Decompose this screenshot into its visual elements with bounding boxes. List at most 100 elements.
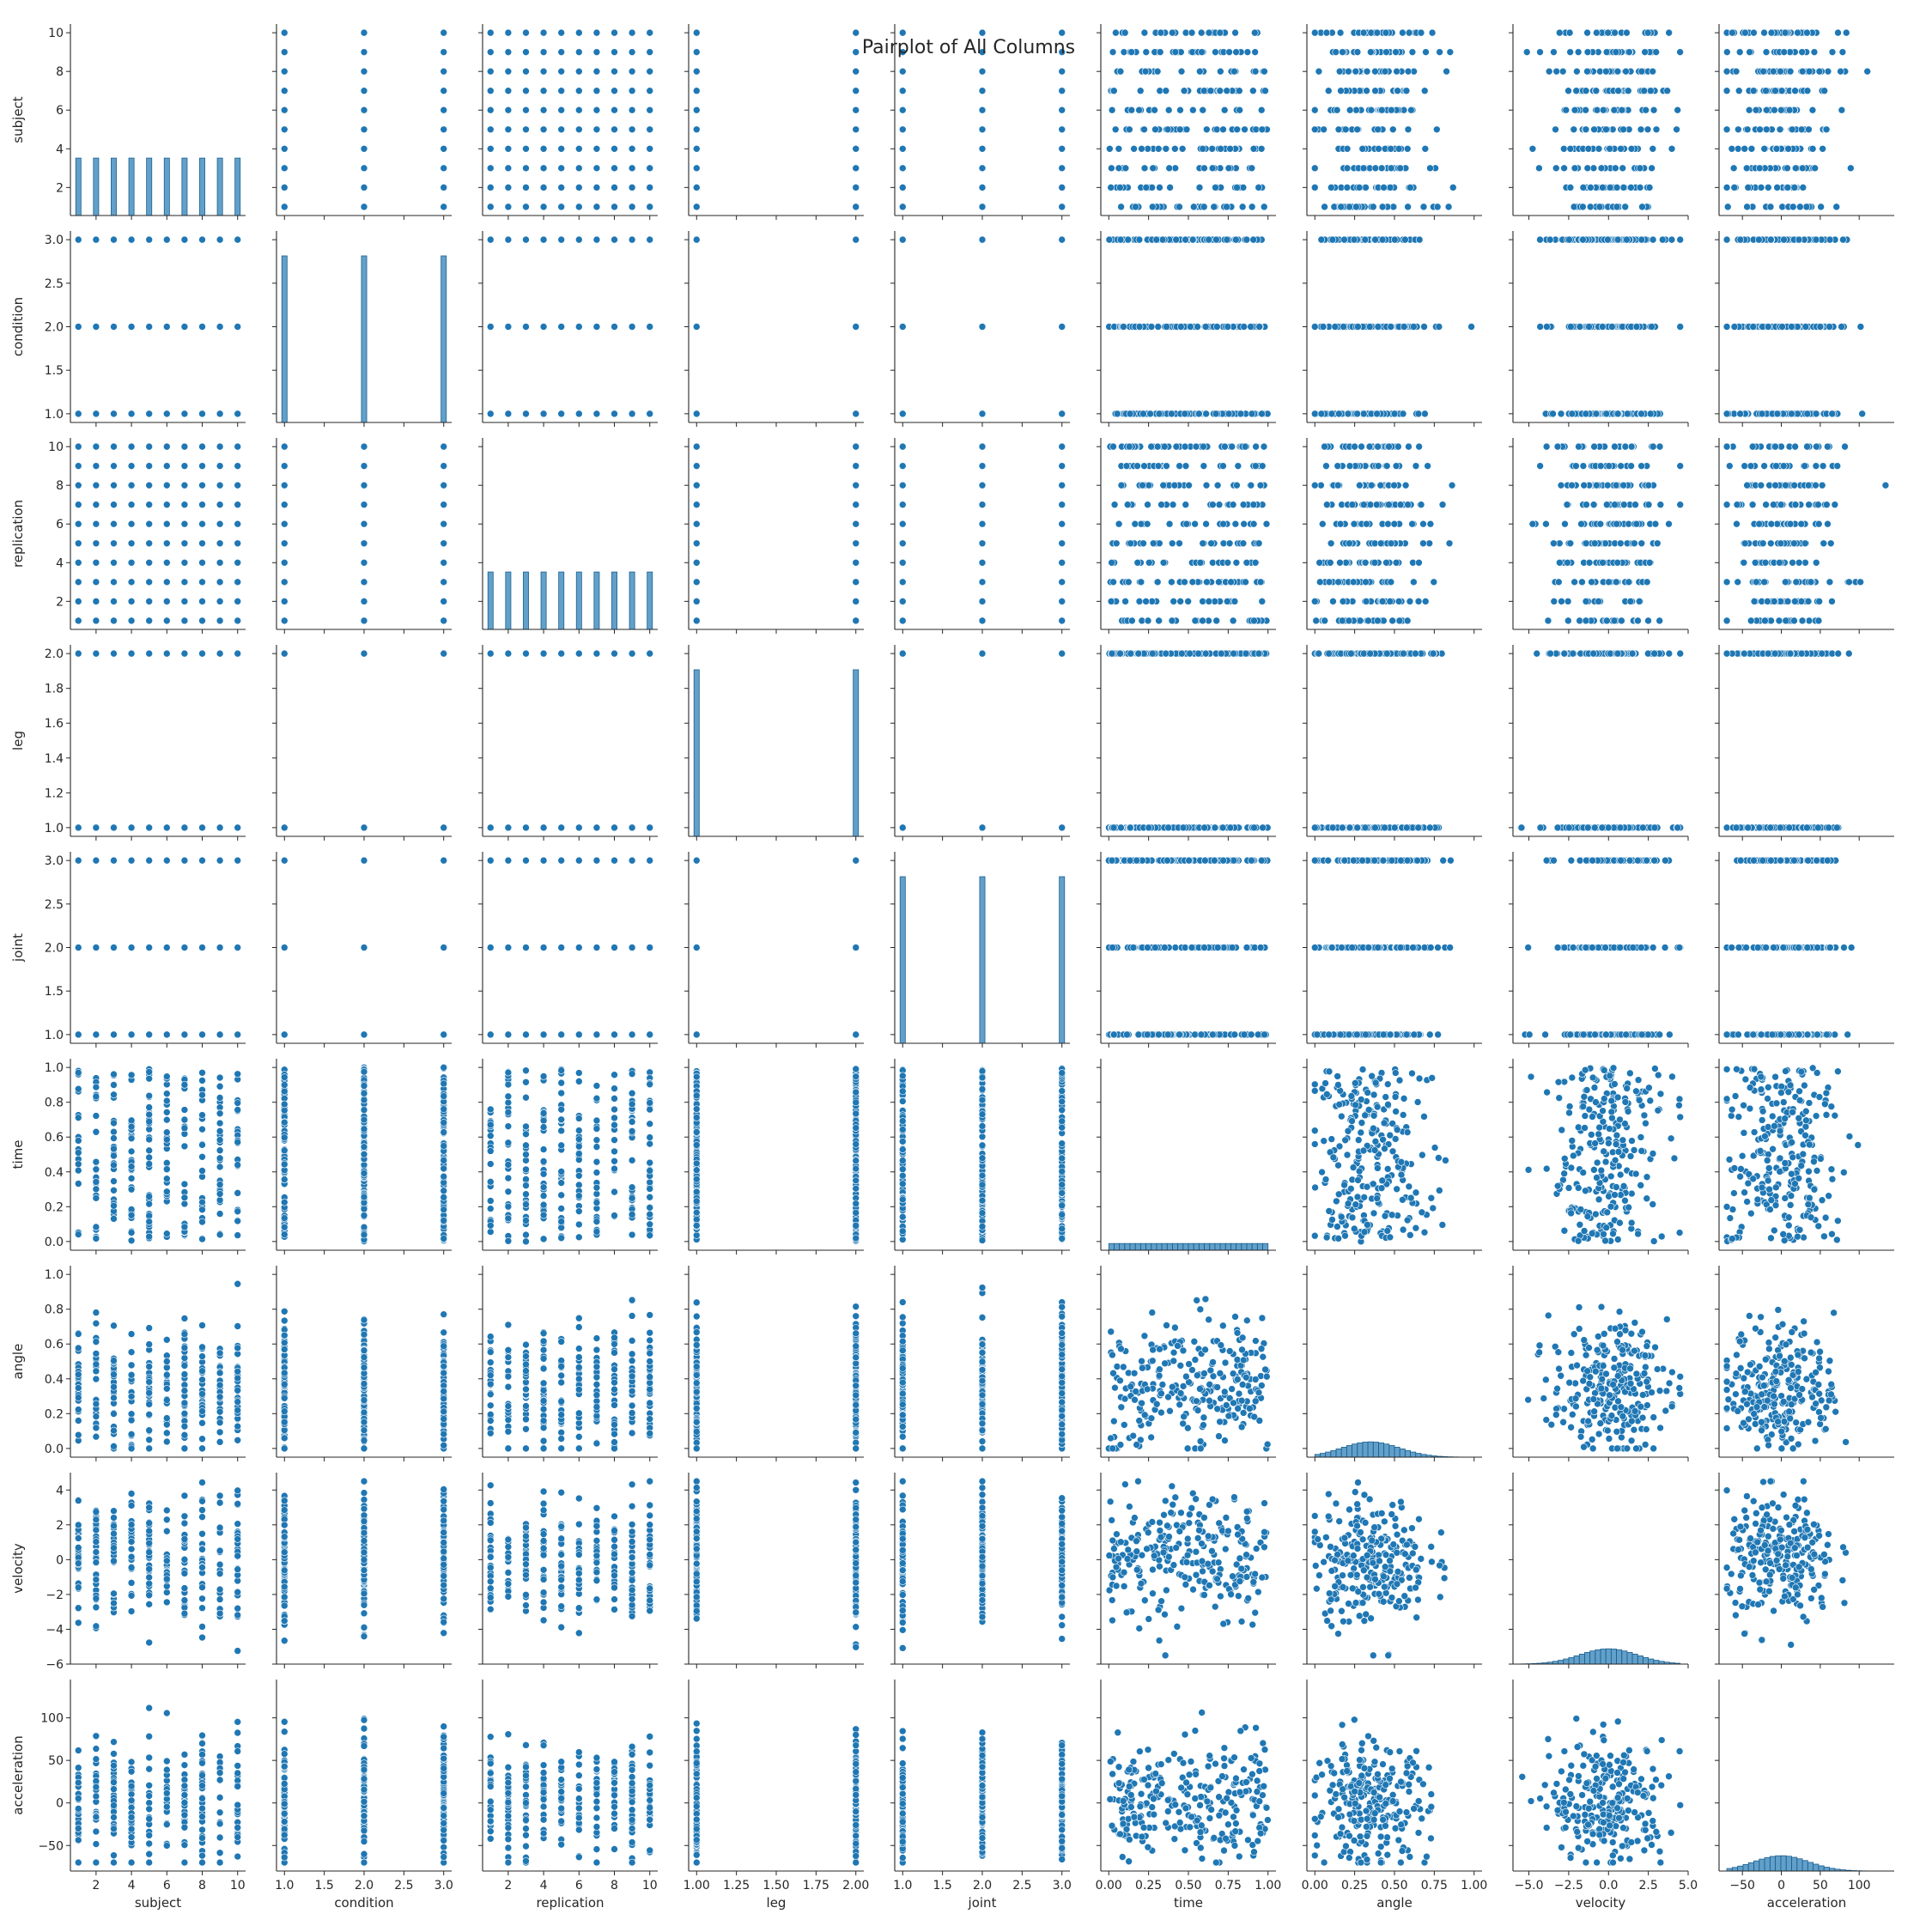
scatter-point (1560, 144, 1568, 153)
scatter-point (1187, 323, 1194, 331)
scatter-point (92, 617, 100, 625)
scatter-point (1790, 617, 1798, 625)
scatter-point (1792, 164, 1800, 173)
scatter-point (852, 442, 860, 451)
histogram-bar (693, 669, 700, 837)
scatter-point (575, 28, 583, 37)
scatter-point (1257, 106, 1266, 114)
scatter-point (692, 323, 701, 331)
scatter-point (280, 462, 289, 470)
scatter-point (539, 823, 548, 832)
scatter-point (92, 578, 100, 586)
scatter-point (1584, 144, 1593, 153)
scatter-point (592, 235, 601, 244)
scatter-point (1154, 144, 1163, 153)
scatter-point (145, 410, 153, 418)
scatter-point (198, 501, 206, 509)
scatter-point (539, 410, 548, 418)
scatter-point (1765, 184, 1772, 191)
scatter-point (1788, 125, 1796, 134)
scatter-point (1159, 558, 1168, 567)
scatter-point (1359, 28, 1368, 37)
scatter-point (1387, 578, 1395, 586)
scatter-point (1345, 67, 1352, 76)
scatter-point (1206, 87, 1215, 95)
scatter-point (1348, 501, 1357, 509)
scatter-point (1327, 184, 1335, 191)
histogram-bar (234, 157, 241, 216)
scatter-point (360, 578, 368, 586)
scatter-point (1213, 481, 1222, 489)
scatter-point (1148, 649, 1157, 658)
scatter-point (1780, 235, 1788, 244)
scatter-point (1628, 649, 1637, 658)
scatter-point (1749, 87, 1758, 95)
scatter-point (1343, 144, 1352, 153)
scatter-point (1126, 410, 1134, 418)
panel-replication-vs-replication (478, 438, 658, 634)
scatter-point (1249, 144, 1258, 153)
scatter-point (1613, 558, 1622, 567)
scatter-point (1233, 481, 1241, 489)
scatter-point (1637, 539, 1646, 548)
scatter-point (1552, 125, 1559, 134)
histogram-bar (281, 255, 288, 423)
scatter-point (1239, 539, 1248, 548)
scatter-point (1743, 125, 1752, 134)
scatter-point (1153, 442, 1162, 451)
scatter-point (1564, 617, 1572, 625)
scatter-point (1443, 67, 1450, 76)
scatter-point (898, 410, 907, 418)
scatter-point (1163, 125, 1172, 134)
scatter-point (1223, 598, 1231, 605)
scatter-point (611, 144, 618, 153)
scatter-point (1378, 235, 1387, 244)
scatter-point (1668, 235, 1676, 244)
scatter-point (1782, 578, 1789, 586)
y-tick-label: 1.4 (45, 752, 64, 766)
scatter-point (198, 481, 206, 489)
scatter-point (1123, 501, 1132, 509)
scatter-point (1424, 462, 1431, 470)
scatter-point (198, 617, 206, 625)
scatter-point (1120, 323, 1127, 331)
scatter-point (1557, 481, 1565, 489)
scatter-point (1746, 48, 1753, 56)
scatter-point (1593, 106, 1601, 114)
scatter-point (1258, 410, 1266, 418)
scatter-point (978, 144, 987, 153)
scatter-point (1259, 823, 1267, 832)
scatter-point (1644, 481, 1653, 489)
scatter-point (1757, 481, 1765, 489)
scatter-point (180, 235, 189, 244)
scatter-point (592, 410, 601, 418)
scatter-point (1828, 410, 1837, 418)
scatter-point (1649, 235, 1657, 244)
scatter-point (1323, 501, 1331, 509)
scatter-point (1414, 823, 1423, 832)
scatter-point (646, 67, 654, 76)
scatter-point (1364, 617, 1372, 625)
scatter-point (1168, 28, 1176, 37)
scatter-point (1402, 823, 1411, 832)
scatter-point (1762, 48, 1771, 56)
scatter-point (1733, 501, 1741, 509)
scatter-point (92, 462, 100, 470)
scatter-point (163, 442, 171, 451)
scatter-point (1627, 462, 1635, 470)
scatter-point (1109, 48, 1117, 56)
scatter-point (592, 125, 601, 134)
scatter-point (1745, 106, 1753, 114)
scatter-point (1058, 323, 1066, 331)
scatter-point (522, 28, 530, 37)
scatter-point (1372, 501, 1381, 509)
y-tick-label: 4 (56, 143, 64, 156)
scatter-point (611, 203, 618, 211)
scatter-point (1366, 649, 1374, 658)
scatter-point (628, 125, 636, 134)
scatter-point (234, 323, 242, 331)
scatter-point (1256, 578, 1265, 586)
scatter-point (1226, 823, 1235, 832)
panel-subject-vs-replication (478, 24, 658, 220)
scatter-point (1722, 442, 1731, 451)
